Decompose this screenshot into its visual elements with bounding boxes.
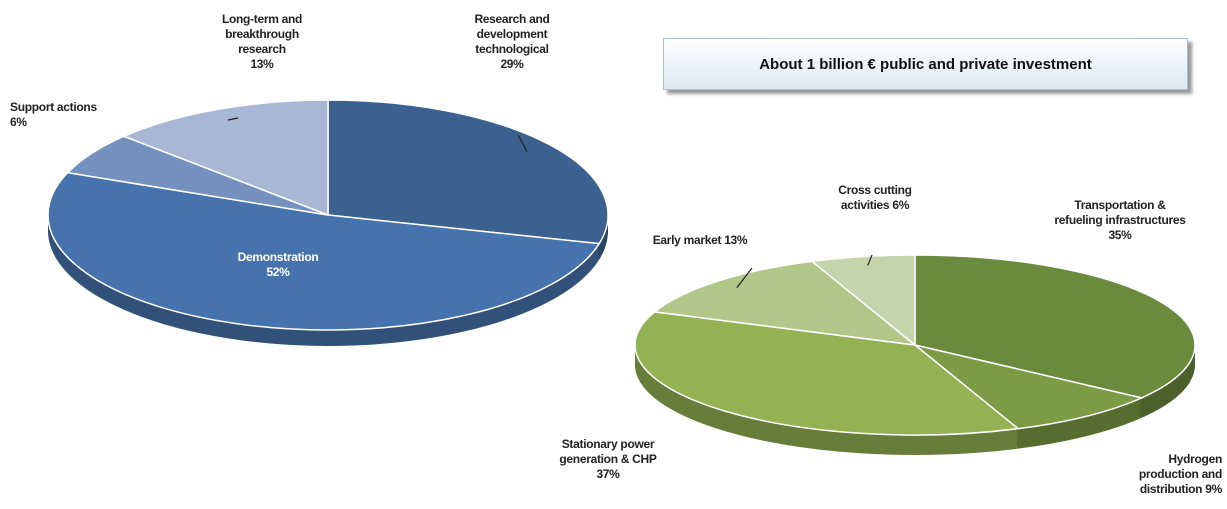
leader-line	[517, 134, 528, 152]
value-label: 37%	[596, 467, 620, 481]
slice-label: Transportation & refueling infrastructur…	[1050, 198, 1190, 243]
pie-slice	[327, 99, 609, 245]
pie-slice	[121, 99, 329, 217]
value-label: 29%	[500, 57, 524, 71]
category-name: Research and development technological	[474, 12, 550, 56]
value-label: 13%	[250, 57, 274, 71]
value-label: 13%	[724, 233, 748, 247]
pie-slice	[634, 311, 1020, 436]
category-name: Transportation & refueling infrastructur…	[1054, 198, 1186, 227]
pie-slice	[810, 254, 916, 347]
slice-label: Stationary power generation & CHP 37%	[543, 437, 673, 482]
category-name: Support actions	[10, 100, 97, 114]
slice-label: Support actions 6%	[10, 100, 120, 130]
leader-line	[227, 117, 239, 121]
category-name: Stationary power generation & CHP	[559, 437, 657, 466]
category-name: Demonstration	[237, 250, 319, 264]
leader-line	[736, 267, 753, 289]
value-label: 6%	[892, 198, 910, 212]
value-label: 35%	[1108, 228, 1132, 242]
leader-line	[867, 254, 873, 266]
slice-label: Cross cutting activities 6%	[820, 183, 930, 213]
category-name: Long-term and breakthrough research	[221, 12, 303, 56]
slice-label: Demonstration 52%	[208, 250, 348, 280]
pie-slice	[47, 171, 601, 331]
category-name: Early market	[652, 233, 722, 247]
slice-label: Hydrogen production and distribution 9%	[1122, 452, 1222, 497]
pie-slice	[914, 344, 1144, 430]
category-name: Cross cutting activities	[838, 183, 912, 212]
pie-slice	[652, 260, 918, 347]
slice-label: Research and development technological 29…	[452, 12, 572, 72]
pie-slice	[914, 254, 1196, 399]
info-box: About 1 billion € public and private inv…	[663, 38, 1188, 90]
value-label: 9%	[1205, 482, 1222, 496]
slice-label: Early market 13%	[635, 233, 765, 248]
slice-label: Long-term and breakthrough research 13%	[202, 12, 322, 72]
value-label: 52%	[266, 265, 290, 279]
value-label: 6%	[10, 115, 27, 129]
category-name: Hydrogen production and distribution	[1138, 452, 1222, 496]
